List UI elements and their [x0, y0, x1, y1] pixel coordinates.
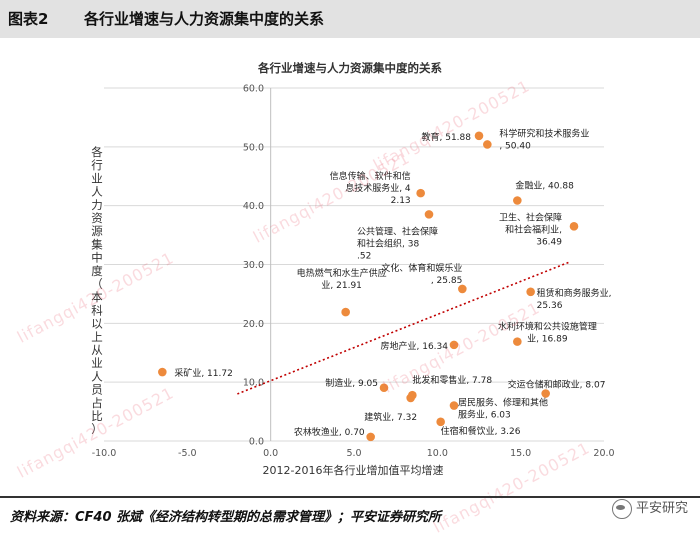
brand-mark: 平安研究 [611, 497, 688, 519]
figure-header: 图表2 各行业增速与人力资源集中度的关系 [0, 0, 700, 38]
scatter-point [569, 222, 579, 231]
x-tick-label: 10.0 [427, 448, 448, 459]
y-tick-label: 0.0 [249, 437, 264, 448]
point-label: 采矿业, 11.72 [174, 367, 233, 379]
point-label: 交运仓储和邮政业, 8.07 [508, 379, 606, 391]
point-label: 电热燃气和水生产供应业, 21.91 [297, 267, 387, 291]
point-label: 文化、体育和娱乐业, 25.85 [381, 262, 462, 286]
point-label: 居民服务、修理和其他服务业, 6.03 [458, 397, 548, 421]
y-tick-label: 40.0 [243, 201, 264, 212]
point-label: 金融业, 40.88 [515, 179, 574, 191]
point-label: 教育, 51.88 [422, 131, 472, 143]
point-label: 租赁和商务服务业, 25.36 [537, 287, 615, 311]
point-label: 批发和零售业, 7.78 [412, 374, 492, 386]
brand-name: 平安研究 [635, 501, 688, 516]
scatter-point [449, 401, 459, 410]
point-label: 农林牧渔业, 0.70 [294, 426, 365, 438]
scatter-point [513, 337, 522, 346]
axes: 0.0 10.0 20.0 30.0 40.0 50.0 60.0 -10.0 -5.0 0.0 5… [92, 84, 615, 460]
y-tick-label: 30.0 [243, 260, 264, 271]
scatter-point [416, 188, 425, 198]
x-tick-label: 15.0 [510, 448, 531, 459]
point-label: 房地产业, 16.34 [381, 340, 449, 352]
scatter-point [406, 393, 415, 403]
x-axis-label: 2012-2016年各行业增加值平均增速 [263, 463, 444, 477]
chart-title: 各行业增速与人力资源集中度的关系 [257, 61, 442, 75]
point-label: 信息传输、软件和信息技术服务业, 4 2.13 [330, 170, 411, 206]
x-tick-label: 5.0 [346, 448, 361, 459]
y-axis-label: 各行业人力资源集中度（本科以上从业人员占比） [91, 145, 103, 436]
figure-title: 各行业增速与人力资源集中度的关系 [84, 10, 325, 28]
scatter-point [424, 210, 434, 219]
footer-divider [0, 496, 700, 498]
scatter-point [526, 287, 535, 297]
point-label: 卫生、社会保障和社会福利业, 36.49 [499, 211, 562, 247]
point-labels: 采矿业, 11.72 教育, 51.88 科学研究和技术服务业, 50.40 信息传输… [174, 127, 614, 437]
source-note: 资料来源：CF40 张斌《经济结构转型期的总需求管理》；平安证券研究所 [10, 510, 442, 525]
y-tick-label: 20.0 [243, 319, 264, 330]
scatter-point [158, 367, 167, 377]
x-tick-label: -10.0 [92, 448, 117, 459]
scatter-point [449, 340, 459, 350]
x-tick-label: 0.0 [263, 448, 278, 459]
point-label: 公共管理、社会保障和社会组织, 38.52 [357, 225, 438, 261]
point-label: 建筑业, 7.32 [364, 411, 417, 423]
scatter-point [341, 307, 350, 317]
x-tick-label: 20.0 [593, 448, 614, 459]
scatter-point [474, 131, 484, 141]
point-label: 制造业, 9.05 [325, 377, 378, 389]
figure-number: 图表2 [8, 10, 49, 28]
scatter-point [513, 196, 522, 205]
point-label: 水利环境和公共设施管理业, 16.89 [498, 321, 597, 345]
y-tick-label: 50.0 [243, 142, 264, 153]
point-label: 住宿和餐饮业, 3.26 [441, 425, 521, 437]
point-label: 科学研究和技术服务业, 50.40 [499, 127, 589, 151]
scatter-point [436, 417, 445, 427]
y-tick-label: 60.0 [243, 84, 264, 95]
scatter-point [366, 432, 375, 442]
scatter-chart: 各行业增速与人力资源集中度的关系 0.0 10.0 20.0 30.0 40.0 50.0… [91, 61, 615, 477]
scatter-point [483, 140, 492, 149]
x-tick-label: -5.0 [178, 448, 197, 459]
wechat-icon [611, 498, 632, 519]
scatter-point [379, 383, 389, 393]
gridlines [104, 87, 604, 442]
data-points [158, 131, 579, 442]
y-tick-label: 10.0 [243, 378, 264, 389]
scatter-point [541, 389, 550, 398]
scatter-point [458, 284, 467, 294]
